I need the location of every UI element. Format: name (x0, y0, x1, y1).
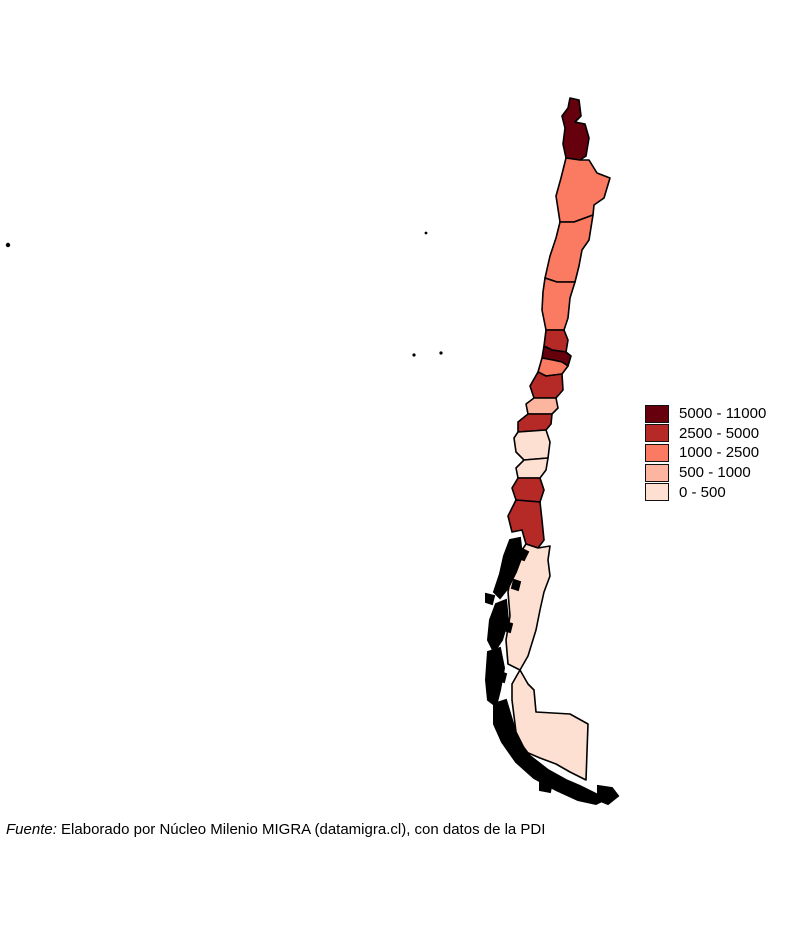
region-los-rios[interactable] (511, 477, 545, 503)
legend-swatch (645, 424, 669, 443)
region-atacama[interactable] (541, 277, 576, 331)
legend-label: 0 - 500 (679, 483, 726, 501)
source-caption: Fuente: Elaborado por Núcleo Milenio MIG… (6, 821, 545, 838)
region-biobio[interactable] (513, 429, 551, 461)
legend: 5000 - 11000 2500 - 5000 1000 - 2500 500… (645, 404, 766, 502)
legend-item: 1000 - 2500 (645, 443, 766, 463)
legend-label: 5000 - 11000 (679, 405, 767, 423)
region-araucania[interactable] (515, 457, 549, 479)
legend-item: 2500 - 5000 (645, 424, 766, 444)
southern-archipelago (484, 536, 620, 806)
caption-lead: Fuente: (6, 821, 57, 838)
region-ohiggins[interactable] (529, 371, 564, 399)
legend-label: 1000 - 2500 (679, 444, 760, 462)
region-tarapaca[interactable] (555, 157, 611, 223)
legend-item: 500 - 1000 (645, 463, 766, 483)
island-juan-fernandez-2 (439, 351, 443, 355)
island-juan-fernandez-1 (412, 353, 416, 357)
legend-swatch (645, 483, 669, 502)
legend-swatch (645, 443, 669, 462)
region-arica-parinacota[interactable] (561, 97, 590, 161)
island-salas-y-gomez (424, 231, 428, 235)
offshore-islands (5, 231, 443, 357)
legend-label: 2500 - 5000 (679, 424, 760, 442)
island-easter (5, 242, 11, 248)
caption-text: Elaborado por Núcleo Milenio MIGRA (data… (56, 821, 546, 838)
region-antofagasta[interactable] (544, 214, 594, 283)
legend-label: 500 - 1000 (679, 464, 751, 482)
region-nuble[interactable] (517, 413, 553, 433)
legend-swatch (645, 463, 669, 482)
region-magallanes[interactable] (511, 669, 589, 781)
region-maule[interactable] (525, 397, 559, 415)
legend-swatch (645, 404, 669, 423)
legend-item: 0 - 500 (645, 482, 766, 502)
legend-item: 5000 - 11000 (645, 404, 766, 424)
